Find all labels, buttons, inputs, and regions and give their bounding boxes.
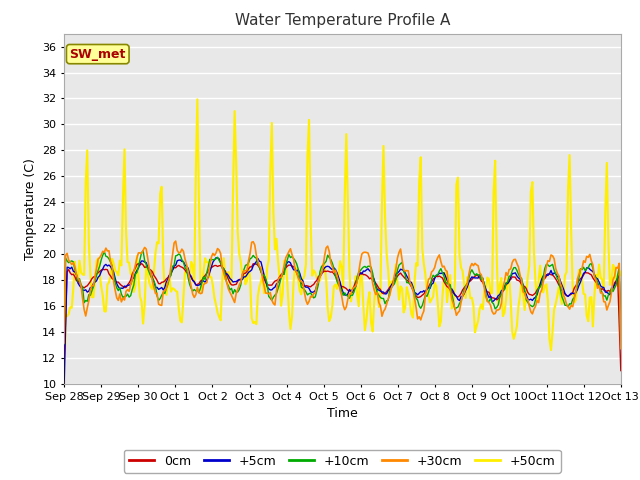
Y-axis label: Temperature (C): Temperature (C): [24, 158, 36, 260]
Legend: 0cm, +5cm, +10cm, +30cm, +50cm: 0cm, +5cm, +10cm, +30cm, +50cm: [124, 450, 561, 473]
X-axis label: Time: Time: [327, 407, 358, 420]
Text: SW_met: SW_met: [70, 48, 126, 60]
Title: Water Temperature Profile A: Water Temperature Profile A: [235, 13, 450, 28]
